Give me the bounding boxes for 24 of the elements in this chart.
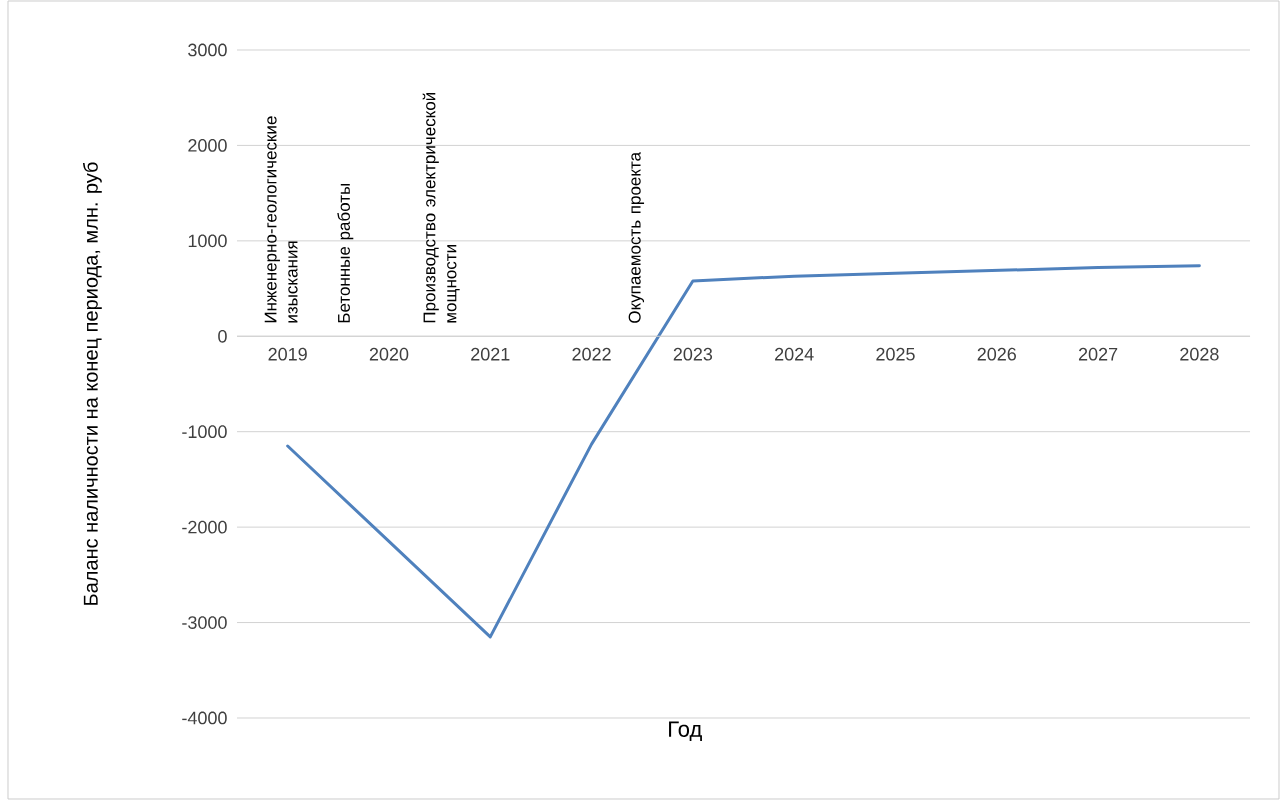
annotation: Производство электрической мощности (422, 92, 460, 323)
x-tick-label: 2023 (673, 347, 713, 361)
y-axis-title: Баланс наличности на конец периода, млн. руб (82, 162, 102, 605)
y-tick-label: 2000 (188, 139, 227, 152)
y-tick-label: -3000 (182, 616, 227, 629)
x-tick-label: 2026 (977, 347, 1016, 361)
x-tick-label: 2022 (572, 347, 611, 361)
x-tick-label: 2028 (1180, 347, 1219, 361)
x-tick-label: 2019 (268, 347, 307, 361)
x-tick-label: 2027 (1078, 347, 1118, 361)
y-tick-label: 0 (218, 329, 227, 343)
x-tick-label: 2024 (775, 347, 814, 361)
annotation: Бетонные работы (337, 183, 354, 323)
y-tick-label: -1000 (182, 425, 227, 439)
x-tick-label: 2025 (876, 347, 915, 361)
x-tick-label: 2021 (471, 347, 510, 361)
annotation: Окупаемость проекта (628, 151, 645, 323)
y-tick-label: -2000 (182, 520, 227, 534)
y-tick-label: 3000 (188, 43, 227, 57)
y-tick-label: -4000 (182, 711, 227, 725)
x-axis-title: Год (669, 721, 702, 742)
y-tick-label: 1000 (188, 234, 227, 248)
x-tick-label: 2020 (369, 347, 409, 361)
annotation: Инженерно-геологические изыскания (264, 116, 298, 323)
